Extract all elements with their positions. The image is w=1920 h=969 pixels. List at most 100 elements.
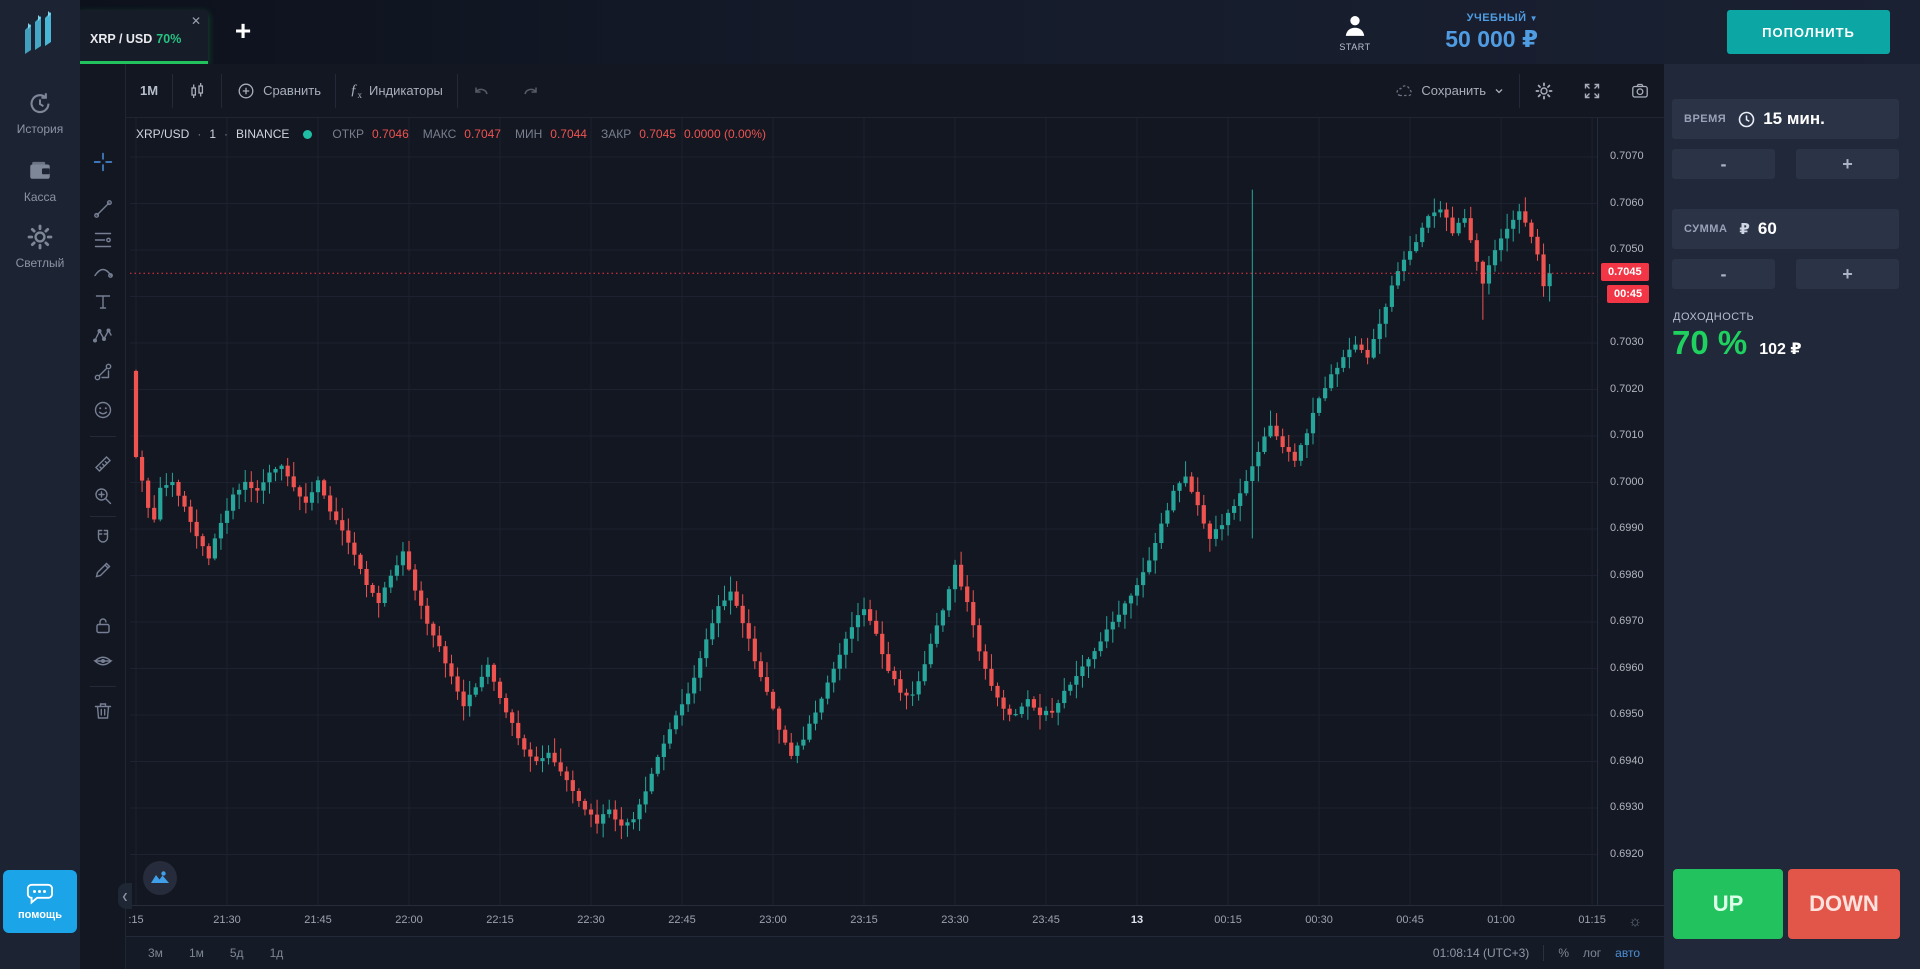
xabcd-pattern-tool-icon[interactable]: [92, 325, 114, 347]
screenshot-button[interactable]: [1616, 74, 1664, 108]
range-1m-button[interactable]: 1м: [188, 946, 204, 960]
interval-button[interactable]: 1М: [140, 83, 159, 98]
tab-symbol: XRP / USD: [90, 32, 153, 46]
price-tick-label: 0.7030: [1610, 336, 1644, 349]
amount-label: СУММА: [1684, 223, 1728, 235]
account-balance: 50 000 ₽: [1445, 26, 1538, 52]
chart-legend: XRP/USD · 1 · BINANCE ОТКР 0.7046 МАКС 0.7…: [136, 127, 766, 141]
brand-logo[interactable]: [0, 0, 80, 64]
lock-all-tool-icon[interactable]: [92, 615, 114, 637]
time-tick-label: 23:15: [850, 914, 878, 926]
fullscreen-icon: [1584, 83, 1600, 98]
ruble-icon: ₽: [1739, 221, 1750, 238]
chart-watermark-button[interactable]: [143, 861, 177, 895]
change-value: 0.0000 (0.00%): [683, 127, 766, 141]
toolbar-separator: [456, 73, 458, 108]
amount-plus-button[interactable]: +: [1796, 259, 1899, 289]
sidebar-item-label: Светлый: [15, 256, 65, 270]
bottom-bar: 3м 1м 5д 1д 01:08:14 (UTC+3) % лог авто: [126, 936, 1664, 969]
collapse-drawing-toolbar-button[interactable]: ❮: [118, 883, 132, 909]
price-axis[interactable]: 0.70700.70600.70500.70400.70300.70200.70…: [1597, 118, 1664, 905]
fx-icon: ƒx: [350, 81, 362, 100]
undo-button[interactable]: [458, 74, 506, 108]
up-button[interactable]: UP: [1673, 869, 1783, 939]
time-tick-label: 21:45: [304, 914, 332, 926]
fullscreen-button[interactable]: [1568, 74, 1616, 108]
tab-xrp-usd[interactable]: XRP / USD 70% ✕: [78, 10, 208, 64]
cloud-icon: [1396, 84, 1413, 96]
time-tick-label: 23:30: [941, 914, 969, 926]
sidebar-item-history[interactable]: История: [0, 90, 80, 138]
chart-toolbar: 1М Сравнить ƒx Индикаторы: [126, 64, 1664, 118]
amount-value: 60: [1757, 219, 1777, 238]
undo-icon: [475, 87, 488, 94]
chart-style-button[interactable]: [173, 74, 221, 108]
curve-tool-icon[interactable]: [92, 260, 114, 282]
avatar-icon[interactable]: [1342, 12, 1368, 38]
time-axis[interactable]: ☼ :15 21:30 21:45 22:00 22:15 22:30 22:45 23:00…: [126, 905, 1664, 936]
account-type-dropdown[interactable]: УЧЕБНЫЙ ▼: [1466, 12, 1538, 24]
sidebar-item-cashier[interactable]: Касса: [0, 158, 80, 206]
deposit-button[interactable]: ПОПОЛНИТЬ: [1727, 10, 1890, 54]
magnet-tool-icon[interactable]: [92, 527, 114, 549]
drawing-mode-tool-icon[interactable]: [92, 559, 114, 581]
zoom-in-tool-icon[interactable]: [92, 485, 114, 507]
down-button[interactable]: DOWN: [1788, 869, 1900, 939]
clock-utc[interactable]: 01:08:14 (UTC+3): [1432, 946, 1530, 960]
save-layout-button[interactable]: Сохранить: [1380, 74, 1519, 108]
price-tick-label: 0.7050: [1610, 243, 1644, 256]
price-tick-label: 0.6920: [1610, 847, 1644, 860]
crosshair-tool-icon[interactable]: [92, 151, 114, 173]
tab-payout: 70%: [156, 32, 182, 46]
chart-settings-button[interactable]: [1520, 74, 1568, 108]
time-tick-label: 23:45: [1032, 914, 1060, 926]
legend-symbol[interactable]: XRP/USD: [136, 127, 190, 141]
time-plus-button[interactable]: +: [1796, 149, 1899, 179]
time-tick-label: 00:15: [1214, 914, 1242, 926]
logo-icon: [25, 11, 51, 54]
toolbar-group-separator: [90, 436, 116, 437]
time-tick-label: 22:00: [395, 914, 423, 926]
camera-icon: [1632, 83, 1648, 98]
sidebar-item-label: История: [16, 122, 64, 136]
price-tick-label: 0.7070: [1610, 150, 1644, 163]
range-5d-button[interactable]: 5д: [229, 946, 244, 960]
wallet-icon: [30, 161, 50, 179]
amount-field[interactable]: СУММА ₽ 60: [1672, 209, 1899, 249]
auto-scale-button[interactable]: авто: [1615, 946, 1640, 960]
axis-settings-icon[interactable]: ☼: [1628, 913, 1642, 930]
fib-retracement-tool-icon[interactable]: [92, 229, 114, 251]
indicators-button[interactable]: ƒx Индикаторы: [350, 81, 443, 100]
header: XRP / USD 70% ✕ + START УЧЕБНЫЙ ▼ 50 000 ₽…: [78, 0, 1920, 64]
redo-button[interactable]: [506, 74, 554, 108]
trend-line-tool-icon[interactable]: [92, 198, 114, 220]
ohlc-high-value: 0.7047: [464, 127, 501, 141]
compare-button[interactable]: Сравнить: [222, 74, 335, 108]
time-value: 15 мин.: [1763, 109, 1825, 128]
help-button[interactable]: помощь: [3, 870, 77, 933]
toolbar-separator: [221, 73, 223, 108]
log-scale-button[interactable]: лог: [1582, 946, 1602, 960]
time-tick-label: 22:45: [668, 914, 696, 926]
range-1d-button[interactable]: 1д: [269, 946, 284, 960]
sidebar-item-theme[interactable]: Светлый: [0, 224, 80, 272]
legend-interval: 1: [209, 127, 217, 141]
tab-close-icon[interactable]: ✕: [190, 14, 201, 28]
text-tool-icon[interactable]: [92, 291, 114, 313]
range-3m-button[interactable]: 3м: [148, 946, 163, 960]
ruler-tool-icon[interactable]: [92, 453, 114, 475]
toolbar-group-separator: [90, 516, 116, 517]
remove-all-tool-icon[interactable]: [92, 700, 114, 722]
chart-plot[interactable]: [130, 118, 1597, 905]
new-tab-button[interactable]: +: [234, 15, 252, 46]
hide-all-tool-icon[interactable]: [92, 650, 114, 672]
emoji-tool-icon[interactable]: [92, 399, 114, 421]
amount-minus-button[interactable]: -: [1672, 259, 1775, 289]
time-field[interactable]: ВРЕМЯ 15 мин.: [1672, 99, 1899, 139]
forecast-tool-icon[interactable]: [92, 361, 114, 383]
time-tick-label: 13: [1130, 914, 1144, 926]
price-tick-label: 0.6950: [1610, 708, 1644, 721]
sidebar: История Касса Светлый: [0, 0, 80, 969]
percent-scale-button[interactable]: %: [1558, 946, 1569, 960]
time-minus-button[interactable]: -: [1672, 149, 1775, 179]
